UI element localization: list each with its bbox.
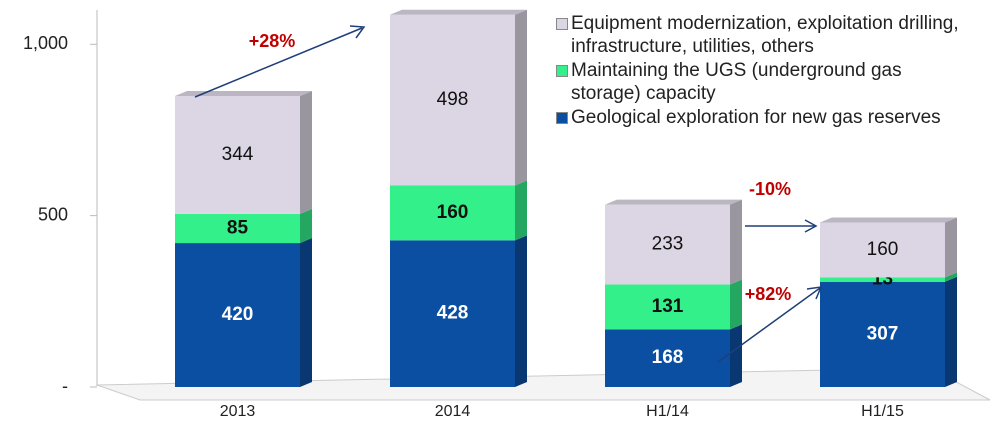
legend-item: Geological exploration for new gas reser… (556, 106, 986, 129)
x-tick-label: H1/15 (861, 403, 904, 420)
bar-side (515, 9, 527, 186)
bar-side (515, 180, 527, 241)
x-tick-label: H1/14 (646, 403, 689, 420)
value-label: 428 (437, 303, 469, 324)
legend-swatch (556, 18, 568, 30)
y-tick-label: 1,000 (23, 33, 68, 53)
bar-top (390, 9, 527, 15)
bar (390, 240, 515, 387)
legend-label: Equipment modernization, exploitation dr… (571, 13, 959, 57)
legend: Equipment modernization, exploitation dr… (556, 12, 986, 130)
bar (605, 329, 730, 387)
bar (605, 204, 730, 285)
bar (390, 14, 515, 186)
value-label: 420 (222, 304, 254, 325)
bar-side (515, 235, 527, 387)
bar (820, 222, 945, 278)
value-label: 131 (652, 296, 684, 317)
x-tick-label: 2013 (220, 403, 256, 420)
legend-label: Geological exploration for new gas reser… (571, 107, 941, 128)
bar (820, 281, 945, 387)
legend-swatch (556, 112, 568, 124)
y-tick-label: - (62, 376, 68, 396)
bar-side (300, 91, 312, 214)
bar-side (945, 272, 957, 282)
bar-top (605, 199, 742, 205)
bar (175, 213, 300, 244)
legend-item: Maintaining the UGS (underground gas sto… (556, 59, 986, 105)
bar-side (300, 208, 312, 244)
bar (820, 277, 945, 282)
bar-top (820, 217, 957, 223)
value-label: 307 (867, 323, 899, 344)
value-label: 85 (227, 218, 249, 239)
bar-top (175, 91, 312, 97)
x-tick-label: 2014 (435, 403, 471, 420)
annotation: -10% (749, 179, 791, 199)
value-label: 160 (437, 202, 469, 223)
bar-side (730, 199, 742, 285)
bar-side (730, 279, 742, 330)
bar (175, 243, 300, 387)
annotation: +82% (745, 284, 792, 304)
value-label: 344 (222, 144, 254, 165)
value-label: 233 (652, 234, 684, 255)
bar (605, 284, 730, 330)
bar-side (730, 324, 742, 387)
bar-side (945, 217, 957, 278)
arrows (194, 25, 823, 363)
legend-swatch (556, 65, 568, 77)
y-tick-label: 500 (38, 204, 68, 224)
value-label: 498 (437, 89, 469, 110)
bar (175, 96, 300, 214)
bar-side (945, 276, 957, 387)
bar (390, 185, 515, 241)
value-label: 160 (867, 239, 899, 260)
annotation: +28% (249, 31, 296, 51)
legend-item: Equipment modernization, exploitation dr… (556, 12, 986, 58)
value-label: 168 (652, 347, 684, 368)
bar-side (300, 238, 312, 387)
legend-label: Maintaining the UGS (underground gas sto… (571, 60, 902, 104)
